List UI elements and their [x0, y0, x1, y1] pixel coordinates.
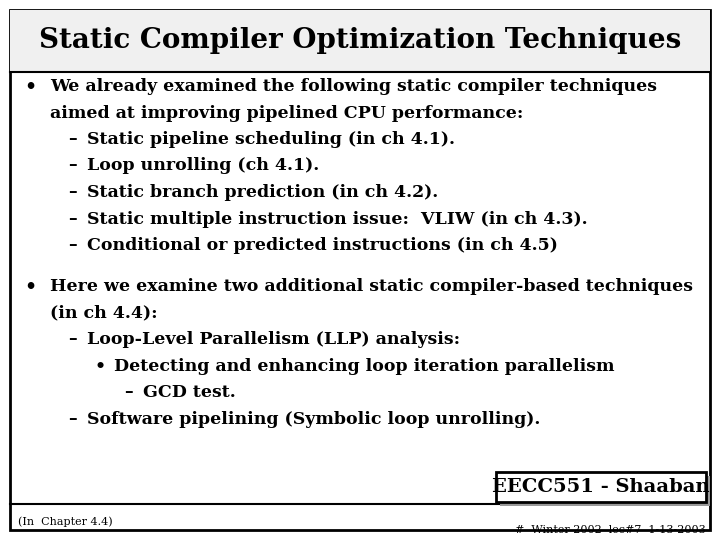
Text: (in ch 4.4):: (in ch 4.4):: [50, 305, 158, 322]
Text: Static branch prediction (in ch 4.2).: Static branch prediction (in ch 4.2).: [87, 184, 438, 201]
Text: Conditional or predicted instructions (in ch 4.5): Conditional or predicted instructions (i…: [87, 237, 558, 254]
Text: GCD test.: GCD test.: [143, 384, 235, 401]
Text: (In  Chapter 4.4): (In Chapter 4.4): [18, 517, 112, 527]
Bar: [500, 476, 710, 506]
Text: Here we examine two additional static compiler-based techniques: Here we examine two additional static co…: [50, 278, 693, 295]
Text: EECC551 - Shaaban: EECC551 - Shaaban: [492, 478, 710, 496]
Text: Static multiple instruction issue:  VLIW (in ch 4.3).: Static multiple instruction issue: VLIW …: [87, 211, 588, 227]
Text: –: –: [68, 211, 76, 227]
Text: Software pipelining (Symbolic loop unrolling).: Software pipelining (Symbolic loop unrol…: [87, 410, 541, 428]
Text: •: •: [24, 278, 36, 296]
Text: •: •: [94, 357, 106, 375]
Text: –: –: [68, 184, 76, 201]
Text: Loop unrolling (ch 4.1).: Loop unrolling (ch 4.1).: [87, 158, 319, 174]
Bar: [496, 472, 706, 502]
Text: –: –: [124, 384, 132, 401]
Text: –: –: [68, 331, 76, 348]
Text: aimed at improving pipelined CPU performance:: aimed at improving pipelined CPU perform…: [50, 105, 523, 122]
Text: Static pipeline scheduling (in ch 4.1).: Static pipeline scheduling (in ch 4.1).: [87, 131, 455, 148]
Text: –: –: [68, 158, 76, 174]
Text: –: –: [68, 237, 76, 254]
Text: •: •: [24, 78, 36, 96]
Text: Loop-Level Parallelism (LLP) analysis:: Loop-Level Parallelism (LLP) analysis:: [87, 331, 460, 348]
Text: –: –: [68, 131, 76, 148]
Text: Static Compiler Optimization Techniques: Static Compiler Optimization Techniques: [39, 28, 681, 55]
Text: We already examined the following static compiler techniques: We already examined the following static…: [50, 78, 657, 95]
Text: Detecting and enhancing loop iteration parallelism: Detecting and enhancing loop iteration p…: [114, 357, 614, 375]
Text: #  Winter 2002  lec#7  1-13-2003: # Winter 2002 lec#7 1-13-2003: [516, 525, 706, 535]
Text: –: –: [68, 410, 76, 428]
Bar: [10, 10, 710, 72]
